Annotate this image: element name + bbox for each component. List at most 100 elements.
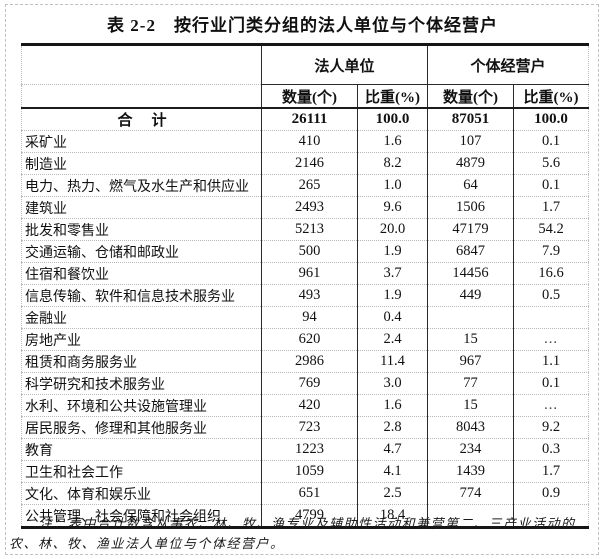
value-cell: 94 (261, 306, 358, 329)
value-cell: 449 (427, 284, 514, 307)
industry-label: 电力、热力、燃气及水生产和供应业 (21, 174, 262, 197)
statistics-table: 法人单位 个体经营户 数量(个) 比重(%) 数量(个) 比重(%) 合 计 2… (21, 43, 590, 529)
footnote-line: 注：表中合计数含从事农、林、牧、渔专业及辅助性活动和兼营第二、三产业活动的 (39, 516, 576, 531)
value-cell: 14456 (427, 262, 514, 285)
industry-label: 卫生和社会工作 (21, 460, 262, 483)
value-cell: 2986 (261, 350, 358, 373)
subheader-quantity-legal: 数量(个) (261, 84, 358, 109)
value-cell: 961 (261, 262, 358, 285)
subheader-share-legal: 比重(%) (356, 84, 428, 109)
value-cell: 420 (261, 394, 358, 417)
value-cell: 1059 (261, 460, 358, 483)
industry-label: 交通运输、仓储和邮政业 (21, 240, 262, 263)
value-cell: ... (513, 394, 589, 417)
value-cell (427, 504, 514, 528)
value-cell: 651 (261, 482, 358, 505)
value-cell: 774 (427, 482, 514, 505)
value-cell: 967 (427, 350, 514, 373)
industry-label: 房地产业 (21, 328, 262, 351)
industry-label: 科学研究和技术服务业 (21, 372, 262, 395)
table-row: 科学研究和技术服务业 769 3.0 77 0.1 (21, 372, 589, 395)
value-cell: 1.7 (513, 460, 589, 483)
industry-label: 租赁和商务服务业 (21, 350, 262, 373)
table-row: 水利、环境和公共设施管理业 420 1.6 15... (21, 394, 589, 417)
footnote-line: 农、林、牧、渔业法人单位与个体经营户。 (9, 536, 285, 551)
industry-label: 信息传输、软件和信息技术服务业 (21, 284, 262, 307)
value-cell: 723 (261, 416, 358, 439)
industry-label: 建筑业 (21, 196, 262, 219)
table-row: 批发和零售业 5213 20.0 47179 54.2 (21, 218, 589, 241)
value-cell: 5.6 (513, 152, 589, 175)
value-cell: 0.9 (513, 482, 589, 505)
value-cell: 1.0 (356, 174, 428, 197)
table-footnote: 注：表中合计数含从事农、林、牧、渔专业及辅助性活动和兼营第二、三产业活动的 农、… (9, 514, 595, 554)
table-body: 合 计 26111 100.0 87051 100.0 采矿业 410 1.6 107… (21, 108, 589, 528)
value-cell: 47179 (427, 218, 514, 241)
value-cell: 1.9 (356, 284, 428, 307)
value-cell: 769 (261, 372, 358, 395)
industry-label: 水利、环境和公共设施管理业 (21, 394, 262, 417)
table-row: 采矿业 410 1.6 107 0.1 (21, 130, 589, 153)
value-cell: 0.1 (513, 174, 589, 197)
value-cell: 0.4 (356, 306, 428, 329)
value-cell: 1.7 (513, 196, 589, 219)
value-cell: 2146 (261, 152, 358, 175)
total-value-cell: 100.0 (513, 108, 589, 131)
value-cell: ... (513, 328, 589, 351)
value-cell: 6847 (427, 240, 514, 263)
value-cell: 5213 (261, 218, 358, 241)
value-cell: 1.1 (513, 350, 589, 373)
value-cell: 0.3 (513, 438, 589, 461)
value-cell: 265 (261, 174, 358, 197)
corner-cell (21, 44, 262, 85)
total-value-cell: 100.0 (356, 108, 428, 131)
total-label: 合 计 (117, 113, 169, 129)
group-header-legal-entities: 法人单位 (260, 44, 428, 85)
table-row: 电力、热力、燃气及水生产和供应业 265 1.0 64 0.1 (21, 174, 589, 197)
industry-label: 采矿业 (21, 130, 262, 153)
total-value-cell: 26111 (261, 108, 358, 131)
value-cell: 8.2 (356, 152, 428, 175)
value-cell: 1439 (427, 460, 514, 483)
table-row: 金融业 94 0.4 (21, 306, 589, 329)
table-row: 居民服务、修理和其他服务业 723 2.8 8043 9.2 (21, 416, 589, 439)
value-cell: 11.4 (356, 350, 428, 373)
value-cell: 620 (261, 328, 358, 351)
value-cell: 15 (427, 394, 514, 417)
table-row: 公共管理、社会保障和社会组织 4799 18.4 (21, 504, 589, 528)
industry-label: 制造业 (21, 152, 262, 175)
table-title: 表 2-2 按行业门类分组的法人单位与个体经营户 (107, 16, 498, 35)
table-row: 信息传输、软件和信息技术服务业 493 1.9 449 0.5 (21, 284, 589, 307)
value-cell: 3.0 (356, 372, 428, 395)
industry-label: 住宿和餐饮业 (21, 262, 262, 285)
subheader-quantity-individual: 数量(个) (427, 84, 514, 109)
value-cell: 2.4 (356, 328, 428, 351)
table-row: 建筑业 2493 9.6 1506 1.7 (21, 196, 589, 219)
value-cell: 107 (427, 130, 514, 153)
value-cell: 1223 (261, 438, 358, 461)
industry-label: 居民服务、修理和其他服务业 (21, 416, 262, 439)
value-cell: 410 (261, 130, 358, 153)
value-cell: 7.9 (513, 240, 589, 263)
value-cell: 500 (261, 240, 358, 263)
value-cell (513, 306, 589, 329)
value-cell: 0.1 (513, 130, 589, 153)
table-row: 制造业 2146 8.2 4879 5.6 (21, 152, 589, 175)
corner-cell (21, 84, 262, 109)
value-cell: 9.2 (513, 416, 589, 439)
value-cell: 234 (427, 438, 514, 461)
table-row: 住宿和餐饮业 961 3.7 14456 16.6 (21, 262, 589, 285)
table-row: 卫生和社会工作 1059 4.1 1439 1.7 (21, 460, 589, 483)
value-cell: 54.2 (513, 218, 589, 241)
value-cell: 16.6 (513, 262, 589, 285)
value-cell: 1.6 (356, 394, 428, 417)
value-cell: 1.6 (356, 130, 428, 153)
value-cell: 15 (427, 328, 514, 351)
value-cell: 8043 (427, 416, 514, 439)
sub-header-row: 数量(个) 比重(%) 数量(个) 比重(%) (21, 84, 589, 109)
value-cell: 1506 (427, 196, 514, 219)
value-cell: 4799 (261, 504, 358, 528)
value-cell: 493 (261, 284, 358, 307)
value-cell: 20.0 (356, 218, 428, 241)
